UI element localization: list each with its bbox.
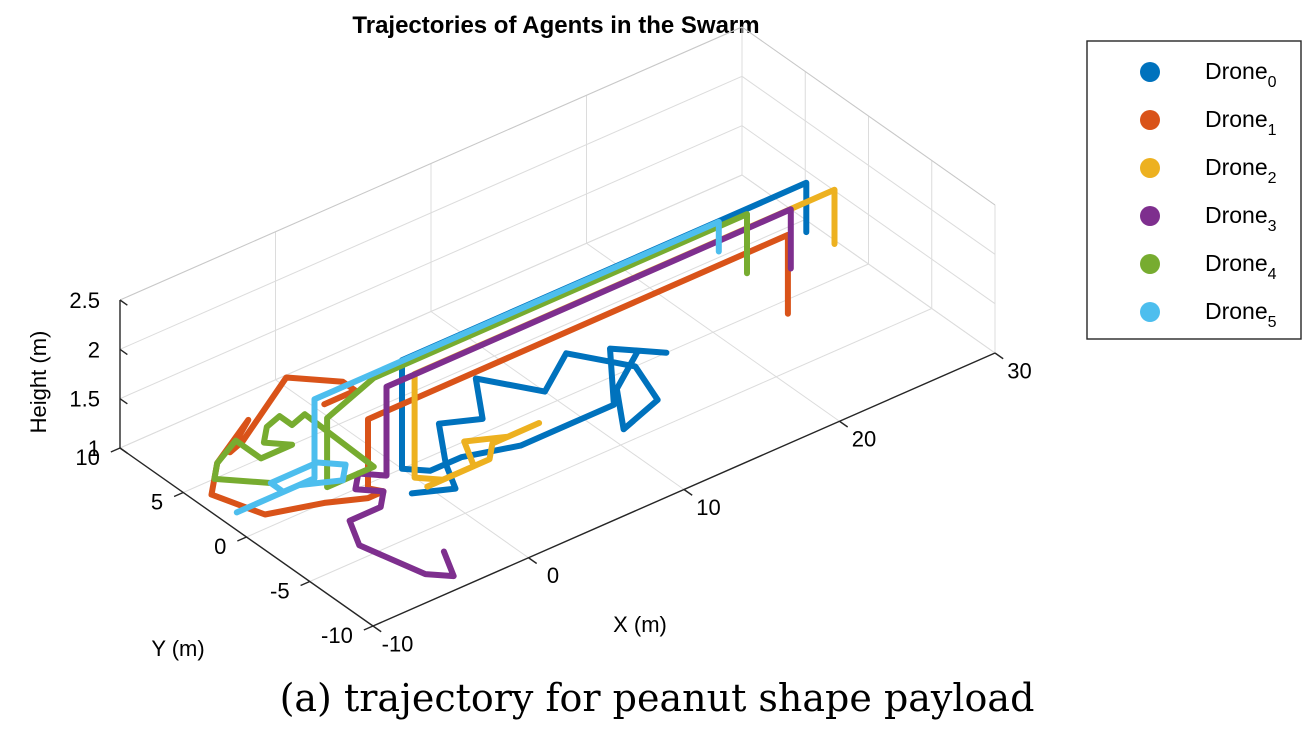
grid-line-y-floor <box>246 263 869 538</box>
y-tick <box>110 447 121 453</box>
x-tick-label: 0 <box>547 563 559 588</box>
x-tick <box>528 557 538 565</box>
z-tick-label: 2.5 <box>69 288 100 313</box>
trajectory-drone-4 <box>211 211 750 491</box>
grid-line-z-back <box>119 125 743 400</box>
legend-box <box>1086 40 1302 340</box>
x-tick <box>994 352 1004 360</box>
grid-line-z-side <box>741 174 996 354</box>
y-tick-label: 0 <box>214 534 226 559</box>
x-tick <box>683 488 693 496</box>
grid-line-y-floor <box>309 308 932 582</box>
y-tick <box>237 536 247 542</box>
y-axis-label: Y (m) <box>151 636 204 661</box>
box-edge <box>119 26 743 301</box>
legend-marker-drone-4 <box>1140 254 1160 274</box>
trajectory-drone-2 <box>411 186 838 490</box>
x-axis-label: X (m) <box>613 612 667 637</box>
box-edge <box>741 26 996 206</box>
y-tick-label: 10 <box>75 445 99 470</box>
z-tick-label: 1.5 <box>69 387 100 412</box>
chart-title: Trajectories of Agents in the Swarm <box>352 12 759 39</box>
legend-marker-drone-2 <box>1140 158 1160 178</box>
y-tick <box>300 580 311 587</box>
x-tick-label: 20 <box>852 427 876 452</box>
z-tick-label: 1 <box>88 436 100 461</box>
chart-series <box>208 179 838 580</box>
figure-caption: (a) trajectory for peanut shape payload <box>279 676 1035 720</box>
grid-line-z-side <box>741 125 996 305</box>
y-tick <box>173 491 184 498</box>
x-tick <box>839 420 849 428</box>
z-axis-label: Height (m) <box>26 331 51 434</box>
z-tick-label: 2 <box>88 337 100 362</box>
y-tick-label: -10 <box>321 623 353 648</box>
z-tick <box>119 299 128 306</box>
trajectory-drone-5 <box>233 218 722 516</box>
legend-marker-drone-0 <box>1140 62 1160 82</box>
legend-marker-drone-3 <box>1140 206 1160 226</box>
x-tick-label: 30 <box>1007 358 1031 383</box>
z-tick <box>119 447 128 454</box>
y-tick-label: 5 <box>151 489 163 514</box>
legend-marker-drone-5 <box>1140 302 1160 322</box>
z-tick <box>119 398 128 405</box>
grid-line-z-back <box>119 174 743 449</box>
x-tick-label: -10 <box>382 631 414 656</box>
x-tick <box>372 625 382 633</box>
x-tick-label: 10 <box>696 495 720 520</box>
legend-marker-drone-1 <box>1140 110 1160 130</box>
chart-grid <box>119 26 996 627</box>
trajectory-drone-3 <box>346 206 794 580</box>
trajectory-drone-1 <box>208 231 791 518</box>
grid-line-z-side <box>741 75 996 255</box>
z-tick <box>119 348 128 356</box>
grid-line-z-back <box>119 75 743 350</box>
trajectory-drone-0 <box>399 179 810 497</box>
y-tick-label: -5 <box>270 578 290 603</box>
y-tick <box>363 625 374 631</box>
